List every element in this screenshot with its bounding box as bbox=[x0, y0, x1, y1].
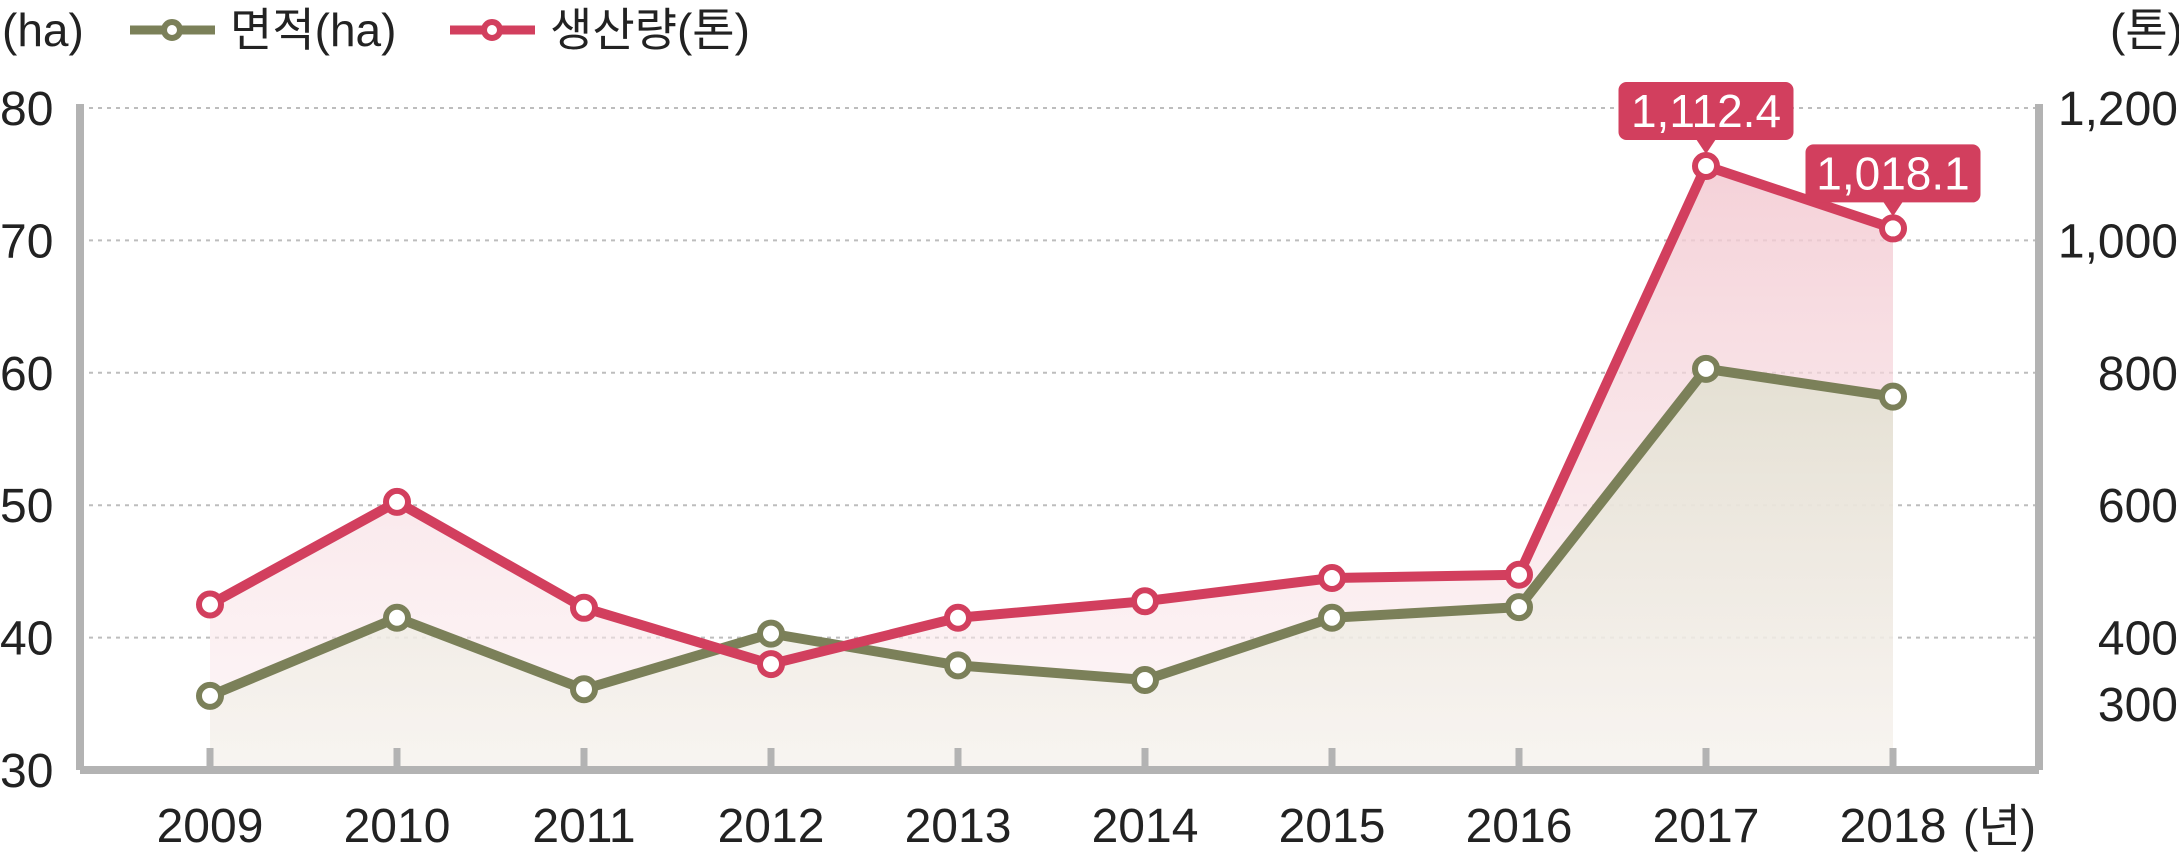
x-tick-label: 2013 bbox=[905, 800, 1012, 853]
left-tick-label: 60 bbox=[0, 348, 53, 401]
right-tick-label: 1,000 bbox=[2058, 215, 2178, 268]
cultivation-area-point bbox=[944, 651, 972, 680]
legend-label-area: 면적(ha) bbox=[230, 4, 396, 56]
series-areas bbox=[210, 165, 1893, 770]
x-tick-label: 2012 bbox=[718, 800, 825, 853]
cultivation-area-line bbox=[208, 363, 1894, 701]
value-callout-pointer bbox=[1883, 201, 1903, 217]
production-point bbox=[1692, 151, 1720, 180]
cultivation-area-point bbox=[1318, 603, 1346, 632]
right-tick-label: 400 bbox=[2098, 613, 2178, 666]
series-points bbox=[196, 151, 1907, 710]
production-point bbox=[570, 593, 598, 622]
production-line bbox=[207, 160, 1895, 670]
production-point bbox=[196, 590, 224, 619]
value-callout-label: 1,018.1 bbox=[1816, 147, 1969, 199]
legend-label-production: 생산량(톤) bbox=[550, 4, 750, 56]
cultivation-area-point bbox=[570, 675, 598, 704]
x-tick-label: 2010 bbox=[344, 800, 451, 853]
production-point bbox=[1131, 587, 1159, 616]
production-point bbox=[757, 650, 785, 679]
right-tick-label: 800 bbox=[2098, 348, 2178, 401]
x-tick-label: 2015 bbox=[1279, 800, 1386, 853]
x-tick-label: 2014 bbox=[1092, 800, 1199, 853]
value-callouts: 1,112.4 1,018.1 bbox=[1618, 81, 1981, 217]
x-tick-label: 2018 bbox=[1840, 800, 1947, 853]
legend-marker-area bbox=[161, 19, 183, 41]
value-callout-pointer bbox=[1696, 138, 1716, 154]
cultivation-area-point bbox=[383, 603, 411, 632]
production-point bbox=[383, 487, 411, 516]
x-axis-unit: (년) bbox=[1963, 800, 2036, 852]
x-tick-label: 2011 bbox=[532, 800, 635, 853]
right-tick-label: 1,200 bbox=[2058, 83, 2178, 136]
cultivation-area-fill bbox=[210, 368, 1893, 770]
x-tick-label: 2017 bbox=[1653, 800, 1760, 853]
right-tick-label: 600 bbox=[2098, 480, 2178, 533]
left-axis-unit: (ha) bbox=[2, 4, 84, 56]
left-tick-label: 70 bbox=[0, 215, 53, 268]
production-point bbox=[944, 603, 972, 632]
left-tick-label: 30 bbox=[0, 745, 53, 798]
cultivation-area-point bbox=[1131, 665, 1159, 694]
axes bbox=[76, 104, 2043, 774]
left-tick-label: 40 bbox=[0, 613, 53, 666]
cultivation-area-point bbox=[1879, 382, 1907, 411]
left-tick-label: 80 bbox=[0, 83, 53, 136]
production-point bbox=[1879, 214, 1907, 243]
right-axis-unit: (톤) bbox=[2110, 4, 2179, 56]
x-tick-label: 2009 bbox=[157, 800, 264, 853]
production-point bbox=[1318, 564, 1346, 593]
legend-marker-production bbox=[481, 19, 503, 41]
legend: 면적(ha) 생산량(톤) bbox=[130, 4, 750, 56]
cultivation-area-point bbox=[1505, 593, 1533, 622]
cultivation-area-point bbox=[757, 619, 785, 648]
x-tick-label: 2016 bbox=[1466, 800, 1573, 853]
series-lines bbox=[207, 160, 1895, 701]
axis-labels: 30 40 50 60 70 80 300 400 600 800 1,000 1,200 2009 20… bbox=[0, 83, 2178, 853]
production-point bbox=[1505, 560, 1533, 589]
value-callout-label: 1,112.4 bbox=[1631, 85, 1781, 137]
cultivation-area-point bbox=[1692, 354, 1720, 383]
value-callout-box bbox=[1805, 144, 1981, 203]
right-tick-label: 300 bbox=[2098, 679, 2178, 732]
value-callout-box bbox=[1618, 81, 1794, 140]
left-tick-label: 50 bbox=[0, 480, 53, 533]
cultivation-area-point bbox=[196, 681, 224, 710]
